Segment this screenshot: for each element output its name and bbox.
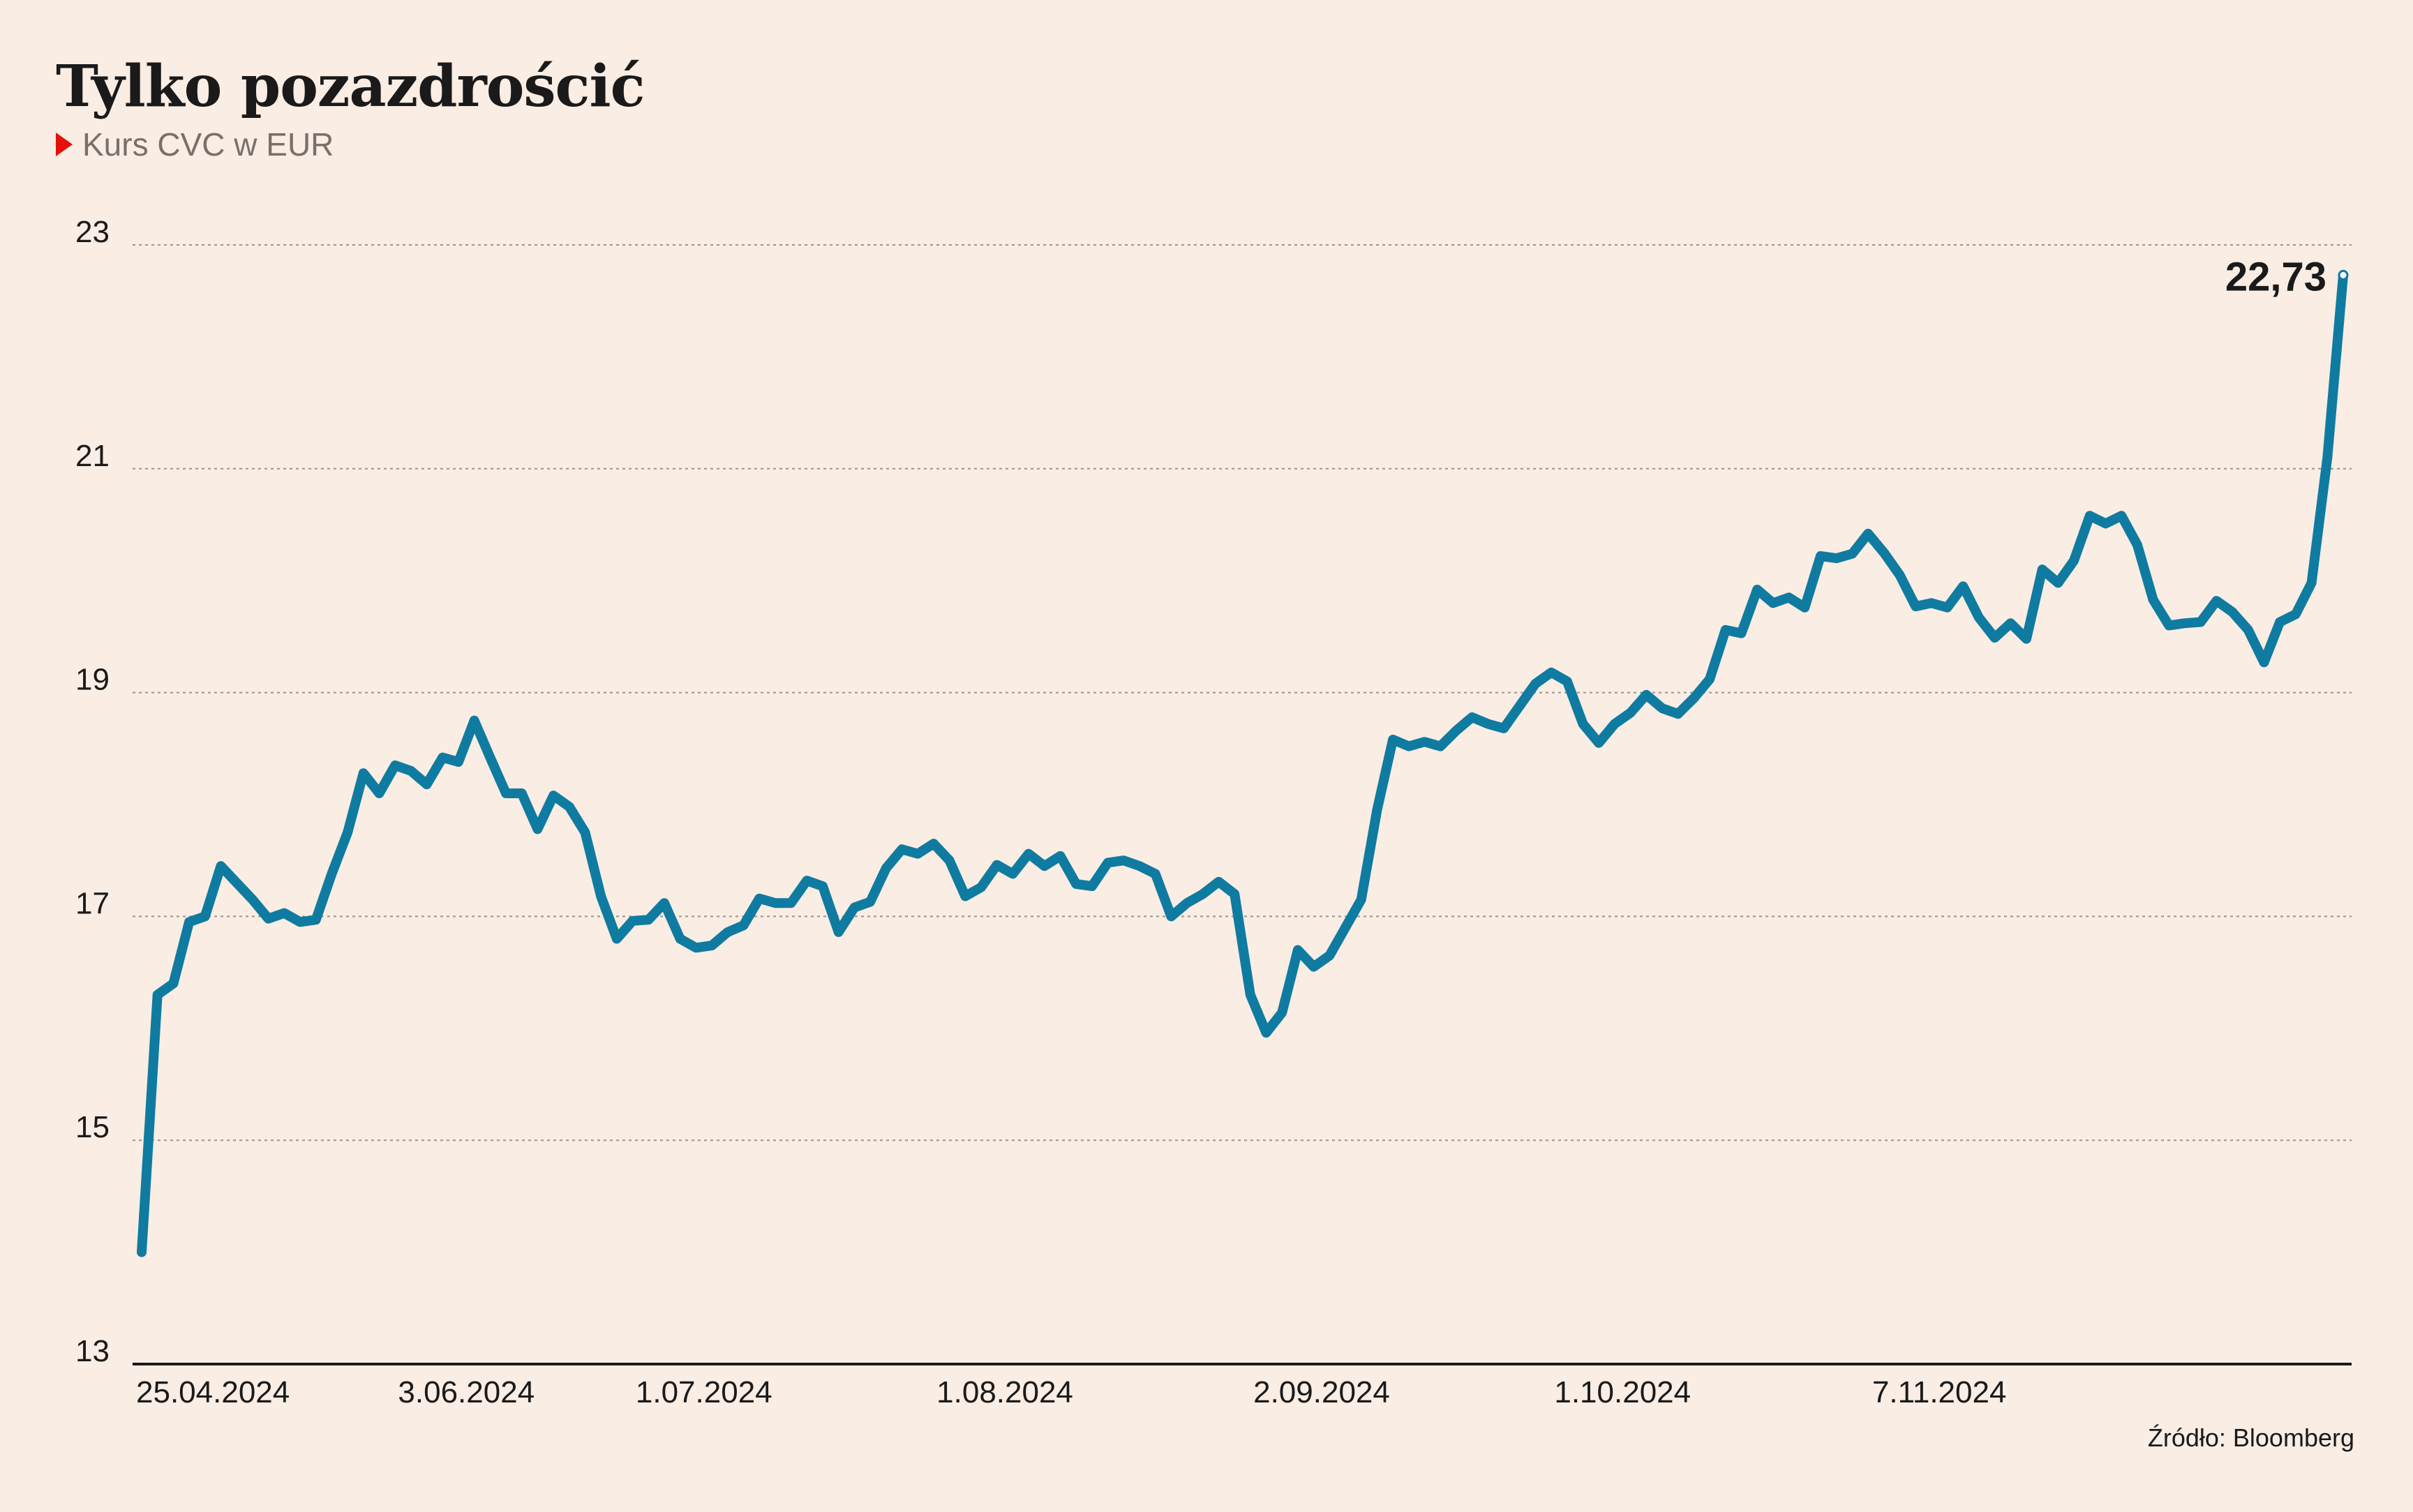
grid-layer: [133, 244, 2352, 1142]
chart-title: Tylko pozazdrościć: [56, 53, 645, 120]
y-tick-label: 17: [75, 886, 110, 920]
y-tick-label: 13: [75, 1334, 110, 1368]
x-tick-label: 2.09.2024: [1253, 1375, 1390, 1409]
y-tick-label: 23: [75, 215, 110, 249]
y-axis-labels: 13 15 17 19 21 23: [75, 215, 110, 1368]
x-tick-label: 7.11.2024: [1872, 1375, 2006, 1409]
y-tick-label: 21: [75, 439, 110, 473]
chart-subtitle: Kurs CVC w EUR: [56, 126, 334, 163]
x-tick-label: 3.06.2024: [398, 1375, 535, 1409]
source-note: Źródło: Bloomberg: [2147, 1423, 2354, 1452]
series-line-cvc: [137, 270, 2348, 1257]
x-tick-label: 1.08.2024: [936, 1375, 1073, 1409]
x-tick-label: 25.04.2024: [136, 1375, 290, 1409]
y-tick-label: 19: [75, 663, 110, 697]
end-point-marker: [2338, 269, 2349, 280]
triangle-marker-icon: [56, 133, 73, 156]
x-axis-labels: 25.04.2024 3.06.2024 1.07.2024 1.08.2024 2.0…: [136, 1375, 2006, 1409]
x-tick-label: 1.07.2024: [636, 1375, 772, 1409]
end-value-label: 22,73: [2225, 254, 2326, 299]
x-tick-label: 1.10.2024: [1554, 1375, 1691, 1409]
y-tick-label: 15: [75, 1110, 110, 1144]
chart-subtitle-text: Kurs CVC w EUR: [82, 126, 334, 163]
